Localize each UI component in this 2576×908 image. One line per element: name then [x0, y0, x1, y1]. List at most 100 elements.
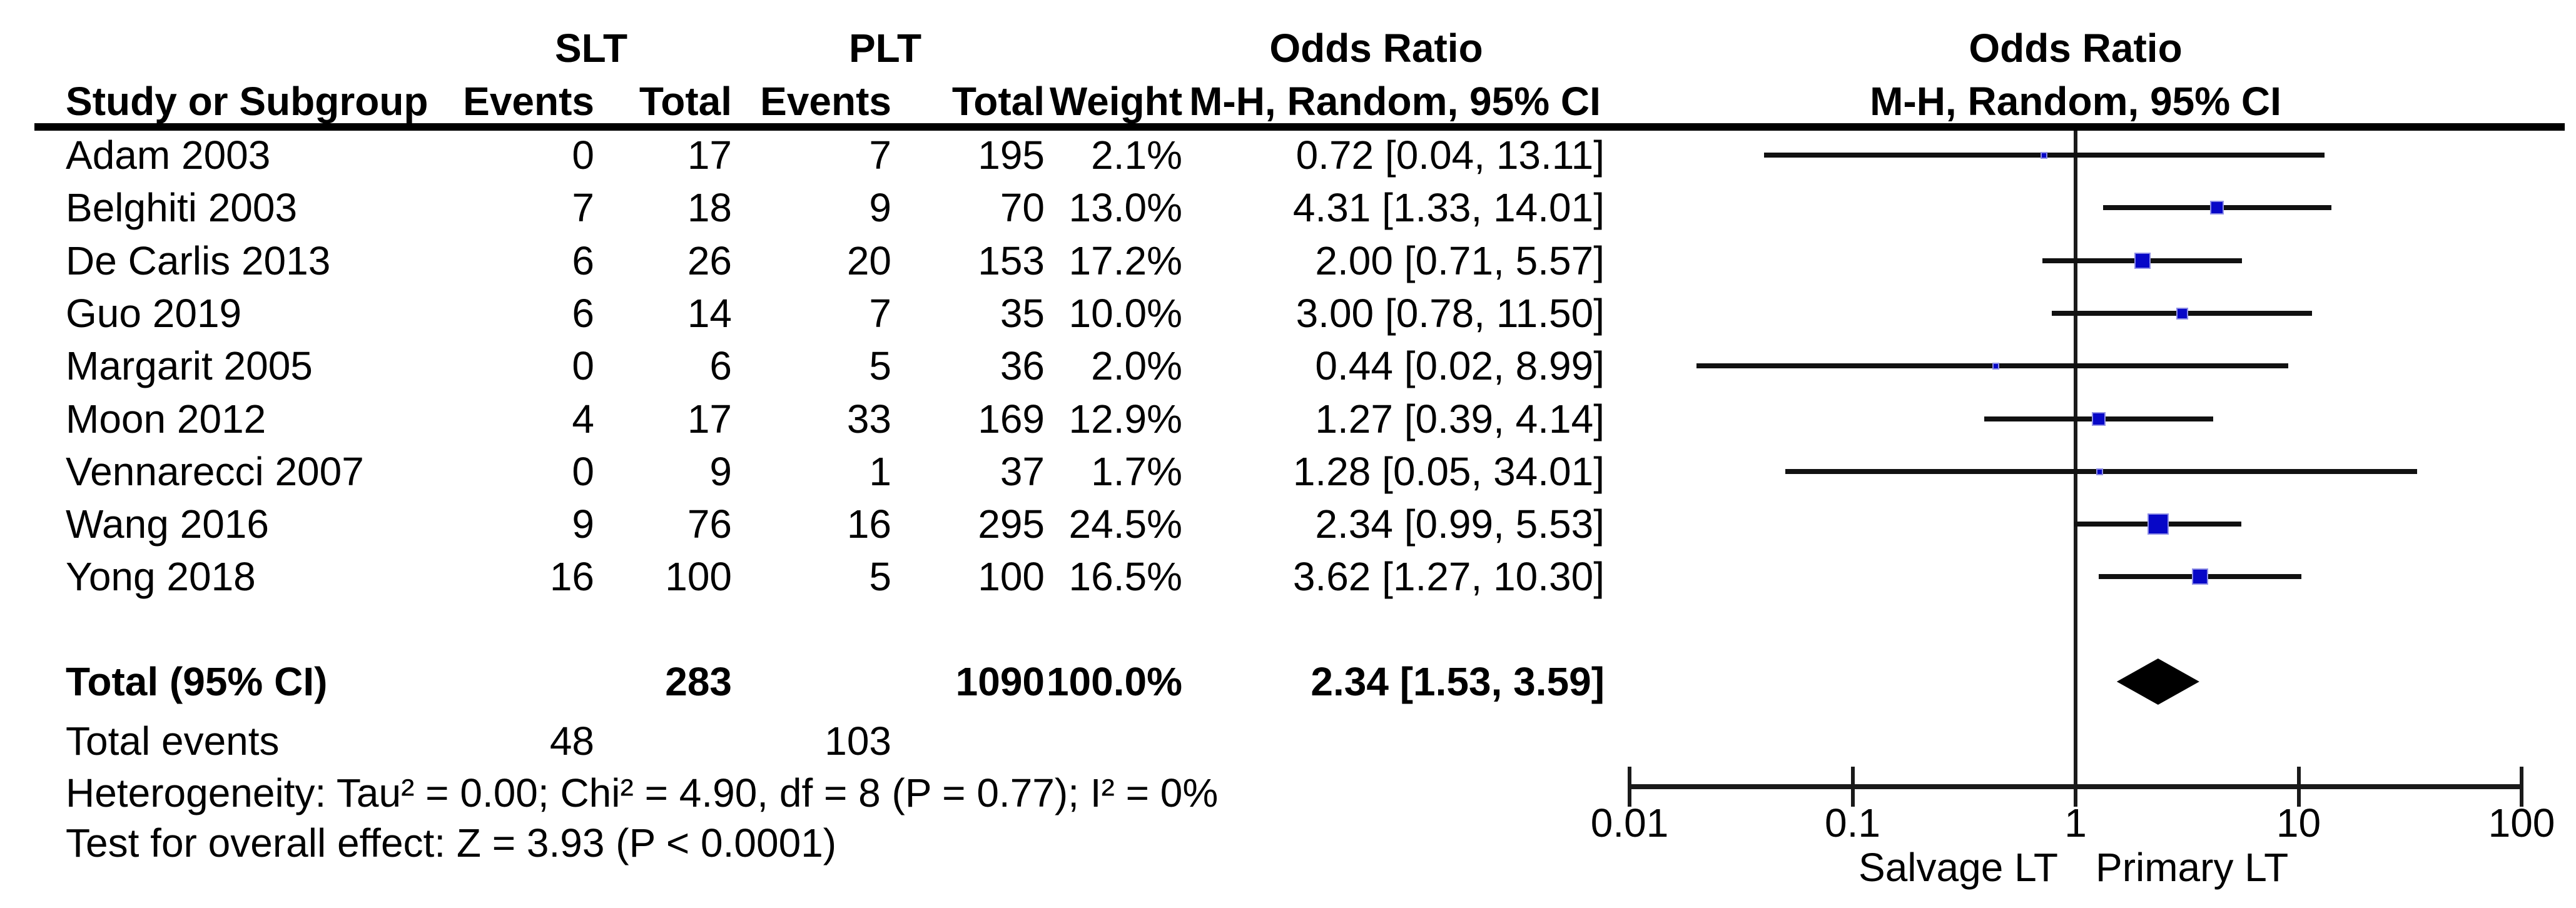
ci-text-cell: 1.27 [0.39, 4.14]: [1315, 396, 1605, 441]
axis-label-right: Primary LT: [2096, 845, 2289, 890]
weight-cell: 2.0%: [1091, 343, 1182, 388]
col-header-mh-ci-plot: M-H, Random, 95% CI: [1870, 79, 2281, 124]
axis-tick-label: 0.01: [1590, 800, 1669, 845]
header-divider: [34, 123, 2565, 131]
slt-events-cell: 9: [572, 502, 594, 547]
slt-events-cell: 7: [572, 185, 594, 230]
axis-tick: [2520, 767, 2523, 807]
slt-events-cell: 16: [549, 554, 594, 599]
or-marker: [2176, 307, 2188, 320]
ci-text-cell: 3.00 [0.78, 11.50]: [1296, 291, 1605, 336]
axis-tick-label: 0.1: [1825, 800, 1880, 845]
col-header-mh-ci-stat: M-H, Random, 95% CI: [1189, 79, 1601, 124]
or-marker: [2092, 412, 2106, 426]
study-name: Belghiti 2003: [66, 185, 298, 230]
axis-tick: [2074, 767, 2077, 807]
axis-label-left: Salvage LT: [1858, 845, 2058, 890]
plt-group-header: PLT: [848, 26, 922, 71]
study-name: Wang 2016: [66, 502, 269, 547]
plt-events-cell: 33: [846, 396, 891, 441]
axis-tick: [1850, 767, 1855, 807]
col-header-slt-events: Events: [463, 79, 594, 124]
or-marker: [2134, 253, 2151, 269]
slt-events-cell: 0: [572, 343, 594, 388]
plt-events-cell: 7: [869, 291, 891, 336]
col-header-weight: Weight: [1049, 79, 1182, 124]
plt-total-cell: 295: [978, 502, 1045, 547]
plt-events-cell: 1: [869, 449, 891, 494]
slt-total-cell: 17: [687, 133, 732, 178]
total-weight: 100.0%: [1046, 659, 1182, 704]
slt-events-cell: 4: [572, 396, 594, 441]
weight-cell: 2.1%: [1091, 133, 1182, 178]
heterogeneity-text: Heterogeneity: Tau² = 0.00; Chi² = 4.90,…: [66, 770, 1219, 815]
slt-total-cell: 76: [687, 502, 732, 547]
plt-total-cell: 35: [1000, 291, 1045, 336]
plt-events-cell: 7: [869, 133, 891, 178]
ci-line: [1696, 363, 2288, 368]
summary-diamond: [2116, 658, 2199, 705]
axis-tick-label: 100: [2488, 800, 2555, 845]
axis-tick-label: 10: [2276, 800, 2321, 845]
or-marker: [2210, 201, 2224, 214]
weight-cell: 16.5%: [1068, 554, 1182, 599]
slt-events-cell: 6: [572, 291, 594, 336]
ci-text-cell: 0.44 [0.02, 8.99]: [1315, 343, 1605, 388]
study-name: Guo 2019: [66, 291, 242, 336]
ci-text-cell: 1.28 [0.05, 34.01]: [1292, 449, 1605, 494]
weight-cell: 10.0%: [1068, 291, 1182, 336]
plt-events-cell: 5: [869, 343, 891, 388]
slt-total-cell: 18: [687, 185, 732, 230]
plt-total-cell: 37: [1000, 449, 1045, 494]
study-name: Margarit 2005: [66, 343, 313, 388]
plt-total-cell: 36: [1000, 343, 1045, 388]
col-header-study: Study or Subgroup: [66, 79, 428, 124]
or-marker: [2040, 151, 2047, 159]
total-events-label: Total events: [66, 719, 280, 764]
odds-ratio-plot-header: Odds Ratio: [1969, 26, 2183, 71]
total-row-label: Total (95% CI): [66, 659, 328, 704]
or-marker: [2096, 468, 2103, 475]
plt-events-cell: 5: [869, 554, 891, 599]
or-marker: [1992, 362, 2000, 370]
no-effect-line: [2074, 131, 2077, 789]
study-name: Moon 2012: [66, 396, 266, 441]
total-slt-total: 283: [665, 659, 732, 704]
weight-cell: 24.5%: [1068, 502, 1182, 547]
col-header-plt-total: Total: [951, 79, 1045, 124]
ci-text-cell: 4.31 [1.33, 14.01]: [1292, 185, 1605, 230]
plt-total-cell: 70: [1000, 185, 1045, 230]
ci-text-cell: 0.72 [0.04, 13.11]: [1296, 133, 1605, 178]
slt-total-cell: 6: [709, 343, 732, 388]
col-header-slt-total: Total: [639, 79, 732, 124]
weight-cell: 12.9%: [1068, 396, 1182, 441]
total-events-slt: 48: [549, 719, 594, 764]
total-plt-total: 1090: [955, 659, 1045, 704]
slt-events-cell: 0: [572, 133, 594, 178]
plt-total-cell: 153: [978, 238, 1045, 283]
study-name: Vennarecci 2007: [66, 449, 364, 494]
plt-total-cell: 195: [978, 133, 1045, 178]
or-marker: [2192, 568, 2209, 585]
study-name: De Carlis 2013: [66, 238, 331, 283]
axis-tick-label: 1: [2064, 800, 2087, 845]
plt-events-cell: 20: [846, 238, 891, 283]
slt-total-cell: 17: [687, 396, 732, 441]
col-header-plt-events: Events: [760, 79, 891, 124]
plt-events-cell: 9: [869, 185, 891, 230]
slt-group-header: SLT: [554, 26, 628, 71]
slt-total-cell: 100: [665, 554, 732, 599]
slt-events-cell: 0: [572, 449, 594, 494]
total-events-plt: 103: [824, 719, 891, 764]
slt-total-cell: 26: [687, 238, 732, 283]
axis-tick: [2296, 767, 2301, 807]
odds-ratio-stat-header: Odds Ratio: [1269, 26, 1483, 71]
slt-events-cell: 6: [572, 238, 594, 283]
study-name: Yong 2018: [66, 554, 256, 599]
ci-text-cell: 3.62 [1.27, 10.30]: [1292, 554, 1605, 599]
weight-cell: 17.2%: [1068, 238, 1182, 283]
weight-cell: 13.0%: [1068, 185, 1182, 230]
plt-total-cell: 169: [978, 396, 1045, 441]
slt-total-cell: 14: [687, 291, 732, 336]
